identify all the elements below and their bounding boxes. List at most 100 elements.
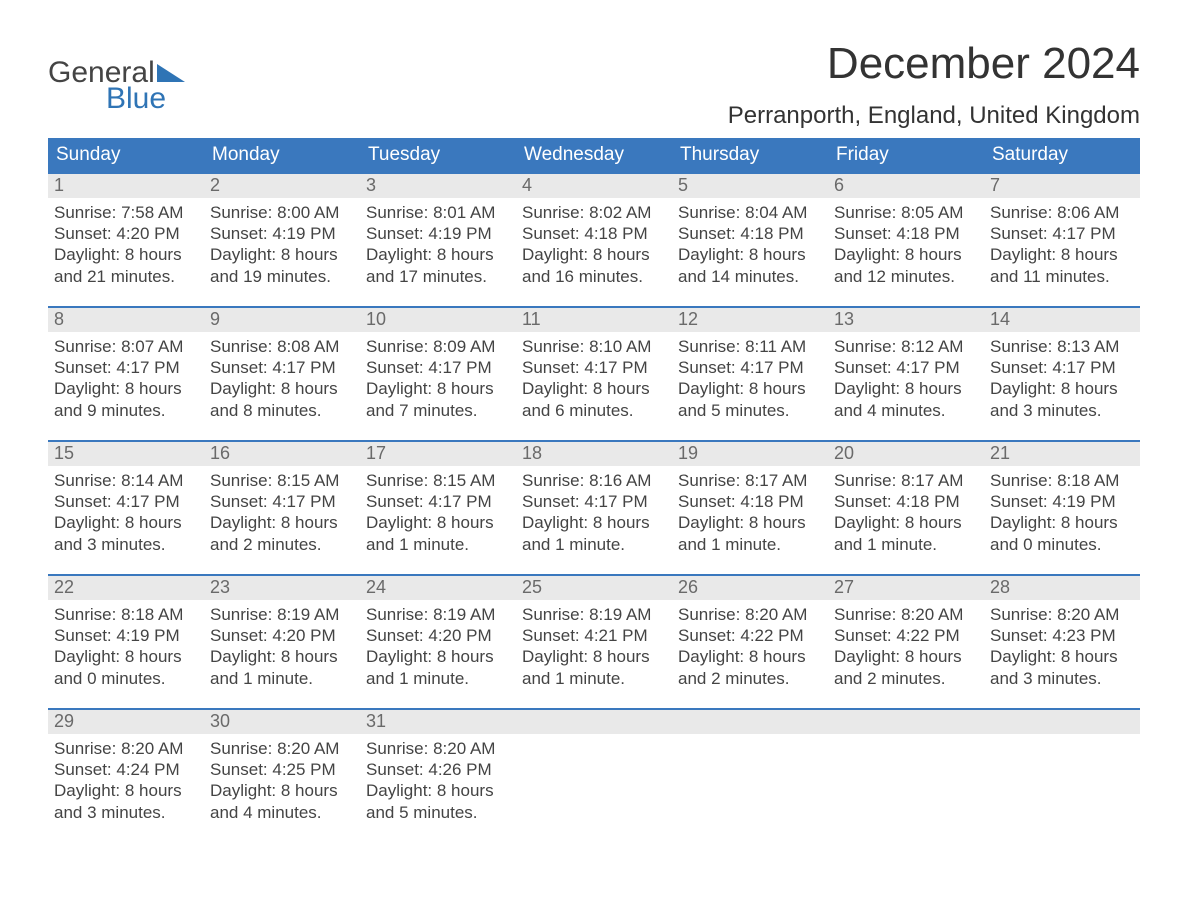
- day-cell: 10Sunrise: 8:09 AMSunset: 4:17 PMDayligh…: [360, 308, 516, 426]
- daylight-minutes-line: and 5 minutes.: [678, 400, 822, 421]
- daylight-line: Daylight: 8 hours: [210, 244, 354, 265]
- day-number: 12: [672, 308, 828, 332]
- day-cell: 13Sunrise: 8:12 AMSunset: 4:17 PMDayligh…: [828, 308, 984, 426]
- daylight-line: Daylight: 8 hours: [366, 646, 510, 667]
- sunrise-line: Sunrise: 8:18 AM: [990, 470, 1134, 491]
- sunset-line: Sunset: 4:23 PM: [990, 625, 1134, 646]
- daylight-minutes-line: and 1 minute.: [522, 668, 666, 689]
- daylight-minutes-line: and 4 minutes.: [210, 802, 354, 823]
- day-cell: 7Sunrise: 8:06 AMSunset: 4:17 PMDaylight…: [984, 174, 1140, 292]
- day-body: Sunrise: 8:02 AMSunset: 4:18 PMDaylight:…: [516, 198, 672, 289]
- day-cell: 30Sunrise: 8:20 AMSunset: 4:25 PMDayligh…: [204, 710, 360, 828]
- daylight-minutes-line: and 16 minutes.: [522, 266, 666, 287]
- day-number: [516, 710, 672, 734]
- daylight-line: Daylight: 8 hours: [54, 512, 198, 533]
- sunrise-line: Sunrise: 8:20 AM: [990, 604, 1134, 625]
- sunrise-line: Sunrise: 8:20 AM: [210, 738, 354, 759]
- title-block: December 2024 Perranporth, England, Unit…: [728, 40, 1140, 130]
- daylight-minutes-line: and 9 minutes.: [54, 400, 198, 421]
- day-cell: [828, 710, 984, 828]
- sunrise-line: Sunrise: 8:16 AM: [522, 470, 666, 491]
- day-body: Sunrise: 8:09 AMSunset: 4:17 PMDaylight:…: [360, 332, 516, 423]
- day-body: Sunrise: 8:20 AMSunset: 4:25 PMDaylight:…: [204, 734, 360, 825]
- day-cell: 25Sunrise: 8:19 AMSunset: 4:21 PMDayligh…: [516, 576, 672, 694]
- day-body: Sunrise: 8:20 AMSunset: 4:22 PMDaylight:…: [828, 600, 984, 691]
- daylight-minutes-line: and 14 minutes.: [678, 266, 822, 287]
- daylight-line: Daylight: 8 hours: [210, 780, 354, 801]
- sunset-line: Sunset: 4:17 PM: [990, 223, 1134, 244]
- day-number: 10: [360, 308, 516, 332]
- day-number: 22: [48, 576, 204, 600]
- day-number: 9: [204, 308, 360, 332]
- day-cell: [516, 710, 672, 828]
- day-cell: 2Sunrise: 8:00 AMSunset: 4:19 PMDaylight…: [204, 174, 360, 292]
- daylight-line: Daylight: 8 hours: [366, 780, 510, 801]
- sunrise-line: Sunrise: 8:08 AM: [210, 336, 354, 357]
- day-cell: 5Sunrise: 8:04 AMSunset: 4:18 PMDaylight…: [672, 174, 828, 292]
- day-cell: 3Sunrise: 8:01 AMSunset: 4:19 PMDaylight…: [360, 174, 516, 292]
- day-cell: 17Sunrise: 8:15 AMSunset: 4:17 PMDayligh…: [360, 442, 516, 560]
- day-body: Sunrise: 8:15 AMSunset: 4:17 PMDaylight:…: [204, 466, 360, 557]
- day-body: Sunrise: 8:00 AMSunset: 4:19 PMDaylight:…: [204, 198, 360, 289]
- daylight-minutes-line: and 1 minute.: [366, 534, 510, 555]
- day-cell: 12Sunrise: 8:11 AMSunset: 4:17 PMDayligh…: [672, 308, 828, 426]
- sunset-line: Sunset: 4:26 PM: [366, 759, 510, 780]
- day-body: Sunrise: 8:20 AMSunset: 4:22 PMDaylight:…: [672, 600, 828, 691]
- day-cell: 24Sunrise: 8:19 AMSunset: 4:20 PMDayligh…: [360, 576, 516, 694]
- daylight-minutes-line: and 1 minute.: [522, 534, 666, 555]
- day-body: Sunrise: 8:19 AMSunset: 4:20 PMDaylight:…: [204, 600, 360, 691]
- daylight-line: Daylight: 8 hours: [54, 780, 198, 801]
- day-cell: 6Sunrise: 8:05 AMSunset: 4:18 PMDaylight…: [828, 174, 984, 292]
- day-number: 4: [516, 174, 672, 198]
- sunrise-line: Sunrise: 8:20 AM: [678, 604, 822, 625]
- sunset-line: Sunset: 4:19 PM: [990, 491, 1134, 512]
- daylight-minutes-line: and 2 minutes.: [834, 668, 978, 689]
- sunrise-line: Sunrise: 8:17 AM: [834, 470, 978, 491]
- daylight-line: Daylight: 8 hours: [990, 646, 1134, 667]
- day-number: 24: [360, 576, 516, 600]
- day-cell: 29Sunrise: 8:20 AMSunset: 4:24 PMDayligh…: [48, 710, 204, 828]
- week-row: 15Sunrise: 8:14 AMSunset: 4:17 PMDayligh…: [48, 440, 1140, 560]
- sunrise-line: Sunrise: 8:02 AM: [522, 202, 666, 223]
- day-cell: 20Sunrise: 8:17 AMSunset: 4:18 PMDayligh…: [828, 442, 984, 560]
- day-number: [672, 710, 828, 734]
- day-cell: 28Sunrise: 8:20 AMSunset: 4:23 PMDayligh…: [984, 576, 1140, 694]
- day-cell: [984, 710, 1140, 828]
- daylight-line: Daylight: 8 hours: [990, 378, 1134, 399]
- daylight-line: Daylight: 8 hours: [990, 244, 1134, 265]
- daylight-minutes-line: and 6 minutes.: [522, 400, 666, 421]
- sunrise-line: Sunrise: 8:04 AM: [678, 202, 822, 223]
- daylight-line: Daylight: 8 hours: [522, 244, 666, 265]
- sunset-line: Sunset: 4:17 PM: [834, 357, 978, 378]
- day-number: 1: [48, 174, 204, 198]
- day-number: 5: [672, 174, 828, 198]
- day-body: Sunrise: 8:20 AMSunset: 4:24 PMDaylight:…: [48, 734, 204, 825]
- day-cell: 26Sunrise: 8:20 AMSunset: 4:22 PMDayligh…: [672, 576, 828, 694]
- logo-text-blue: Blue: [48, 84, 185, 114]
- daylight-minutes-line: and 3 minutes.: [990, 400, 1134, 421]
- sunset-line: Sunset: 4:22 PM: [834, 625, 978, 646]
- day-number: 19: [672, 442, 828, 466]
- sunset-line: Sunset: 4:20 PM: [54, 223, 198, 244]
- sunset-line: Sunset: 4:17 PM: [54, 357, 198, 378]
- weekday-header-row: SundayMondayTuesdayWednesdayThursdayFrid…: [48, 138, 1140, 172]
- sunrise-line: Sunrise: 8:15 AM: [210, 470, 354, 491]
- sunset-line: Sunset: 4:25 PM: [210, 759, 354, 780]
- day-number: [984, 710, 1140, 734]
- weekday-header-cell: Thursday: [672, 138, 828, 172]
- daylight-minutes-line: and 3 minutes.: [990, 668, 1134, 689]
- calendar-page: General Blue December 2024 Perranporth, …: [0, 0, 1188, 848]
- weekday-header-cell: Friday: [828, 138, 984, 172]
- daylight-minutes-line: and 3 minutes.: [54, 534, 198, 555]
- day-cell: 15Sunrise: 8:14 AMSunset: 4:17 PMDayligh…: [48, 442, 204, 560]
- daylight-minutes-line: and 1 minute.: [678, 534, 822, 555]
- daylight-minutes-line: and 2 minutes.: [678, 668, 822, 689]
- daylight-line: Daylight: 8 hours: [522, 378, 666, 399]
- day-number: 29: [48, 710, 204, 734]
- day-cell: 18Sunrise: 8:16 AMSunset: 4:17 PMDayligh…: [516, 442, 672, 560]
- daylight-line: Daylight: 8 hours: [366, 512, 510, 533]
- sunrise-line: Sunrise: 8:01 AM: [366, 202, 510, 223]
- day-body: Sunrise: 8:04 AMSunset: 4:18 PMDaylight:…: [672, 198, 828, 289]
- daylight-minutes-line: and 3 minutes.: [54, 802, 198, 823]
- week-row: 8Sunrise: 8:07 AMSunset: 4:17 PMDaylight…: [48, 306, 1140, 426]
